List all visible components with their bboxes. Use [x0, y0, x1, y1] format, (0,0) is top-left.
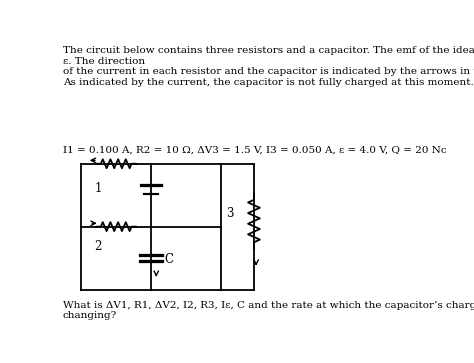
Text: I1 = 0.100 A, R2 = 10 Ω, ΔV3 = 1.5 V, I3 = 0.050 A, ε = 4.0 V, Q = 20 Nc: I1 = 0.100 A, R2 = 10 Ω, ΔV3 = 1.5 V, I3…: [63, 146, 447, 155]
Text: 2: 2: [94, 240, 101, 253]
Text: 3: 3: [227, 207, 234, 220]
Text: C: C: [164, 253, 173, 266]
Text: What is ΔV1, R1, ΔV2, I2, R3, Iε, C and the rate at which the capacitor’s charge: What is ΔV1, R1, ΔV2, I2, R3, Iε, C and …: [63, 301, 474, 320]
Text: 1: 1: [94, 182, 101, 195]
Text: The circuit below contains three resistors and a capacitor. The emf of the ideal: The circuit below contains three resisto…: [63, 46, 474, 86]
